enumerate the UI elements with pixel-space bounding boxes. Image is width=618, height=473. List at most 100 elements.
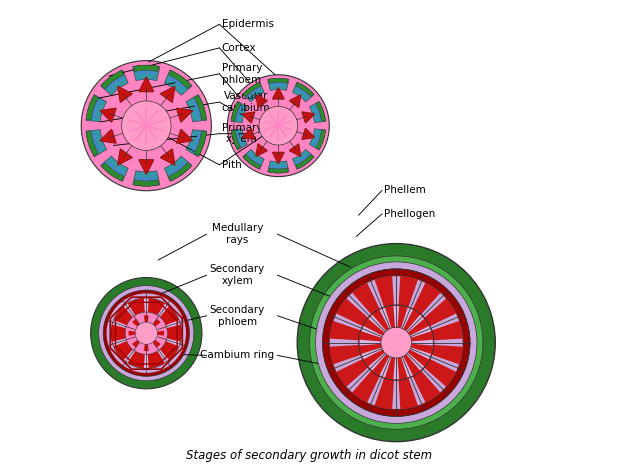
Wedge shape	[104, 162, 124, 178]
Wedge shape	[136, 67, 156, 74]
Wedge shape	[133, 65, 159, 71]
Wedge shape	[396, 342, 425, 405]
Polygon shape	[273, 88, 284, 99]
Wedge shape	[169, 163, 192, 181]
Wedge shape	[362, 326, 396, 342]
Circle shape	[81, 61, 211, 191]
Wedge shape	[394, 306, 399, 342]
Wedge shape	[194, 131, 206, 156]
Wedge shape	[315, 104, 324, 120]
Wedge shape	[146, 333, 161, 347]
Wedge shape	[101, 70, 124, 88]
Polygon shape	[242, 129, 255, 140]
Wedge shape	[192, 133, 205, 153]
Wedge shape	[169, 162, 188, 178]
Wedge shape	[243, 82, 261, 96]
Wedge shape	[268, 79, 289, 90]
Wedge shape	[132, 319, 146, 333]
Wedge shape	[233, 104, 242, 120]
Wedge shape	[271, 166, 286, 172]
Polygon shape	[289, 95, 301, 107]
Circle shape	[135, 322, 158, 344]
Wedge shape	[392, 276, 400, 342]
Wedge shape	[133, 171, 160, 186]
Wedge shape	[146, 331, 164, 336]
Wedge shape	[86, 96, 98, 120]
Circle shape	[316, 262, 477, 423]
Text: Phellogen: Phellogen	[384, 209, 436, 219]
Wedge shape	[101, 156, 129, 181]
Wedge shape	[243, 149, 265, 169]
Circle shape	[122, 101, 171, 150]
Text: Medullary
rays: Medullary rays	[211, 223, 263, 245]
Wedge shape	[192, 98, 205, 118]
Wedge shape	[104, 73, 124, 89]
Wedge shape	[396, 342, 424, 370]
Text: Secondary
xylem: Secondary xylem	[210, 264, 265, 286]
Wedge shape	[396, 342, 446, 392]
Wedge shape	[132, 333, 146, 347]
Wedge shape	[146, 304, 169, 333]
Wedge shape	[368, 315, 396, 342]
Wedge shape	[334, 342, 396, 372]
Polygon shape	[161, 149, 175, 165]
Wedge shape	[296, 82, 313, 96]
Wedge shape	[144, 333, 149, 368]
Wedge shape	[101, 163, 124, 181]
Circle shape	[381, 327, 412, 358]
Text: Stages of secondary growth in dicot stem: Stages of secondary growth in dicot stem	[186, 449, 432, 462]
Wedge shape	[310, 101, 326, 123]
Text: Pith: Pith	[222, 160, 242, 170]
Text: Vascular
cambium: Vascular cambium	[222, 91, 271, 113]
Circle shape	[297, 244, 495, 442]
Wedge shape	[231, 101, 247, 123]
Wedge shape	[362, 342, 396, 359]
Circle shape	[111, 298, 182, 368]
Wedge shape	[164, 70, 192, 96]
Polygon shape	[302, 129, 315, 140]
Wedge shape	[86, 130, 107, 157]
Wedge shape	[144, 333, 149, 351]
Wedge shape	[129, 331, 146, 336]
Wedge shape	[396, 340, 433, 345]
Circle shape	[99, 286, 194, 381]
Wedge shape	[347, 342, 396, 392]
Wedge shape	[296, 155, 313, 169]
Wedge shape	[334, 314, 396, 342]
Wedge shape	[101, 70, 129, 96]
Wedge shape	[146, 333, 169, 363]
Wedge shape	[136, 177, 156, 184]
Polygon shape	[256, 95, 267, 107]
Wedge shape	[316, 102, 326, 121]
Wedge shape	[330, 339, 396, 347]
Circle shape	[358, 305, 434, 380]
Wedge shape	[233, 131, 242, 147]
Wedge shape	[367, 342, 396, 405]
Polygon shape	[273, 152, 284, 164]
Circle shape	[125, 312, 167, 354]
Text: Primary
phloem: Primary phloem	[222, 63, 262, 85]
Polygon shape	[177, 129, 193, 143]
Wedge shape	[271, 80, 286, 86]
Wedge shape	[396, 342, 431, 359]
Polygon shape	[289, 144, 301, 157]
Wedge shape	[396, 308, 413, 342]
Circle shape	[259, 106, 298, 145]
Wedge shape	[144, 315, 149, 333]
Wedge shape	[231, 130, 241, 149]
Polygon shape	[256, 144, 267, 157]
Text: Epidermis: Epidermis	[222, 19, 274, 29]
Polygon shape	[302, 112, 315, 123]
Wedge shape	[379, 308, 396, 342]
Wedge shape	[194, 96, 206, 120]
Polygon shape	[177, 108, 193, 122]
Circle shape	[310, 256, 483, 429]
Wedge shape	[296, 154, 311, 167]
Wedge shape	[396, 293, 446, 342]
Wedge shape	[396, 315, 424, 342]
Wedge shape	[146, 320, 180, 333]
Wedge shape	[186, 130, 206, 157]
Wedge shape	[243, 82, 265, 102]
Circle shape	[103, 290, 190, 377]
Wedge shape	[396, 339, 463, 347]
